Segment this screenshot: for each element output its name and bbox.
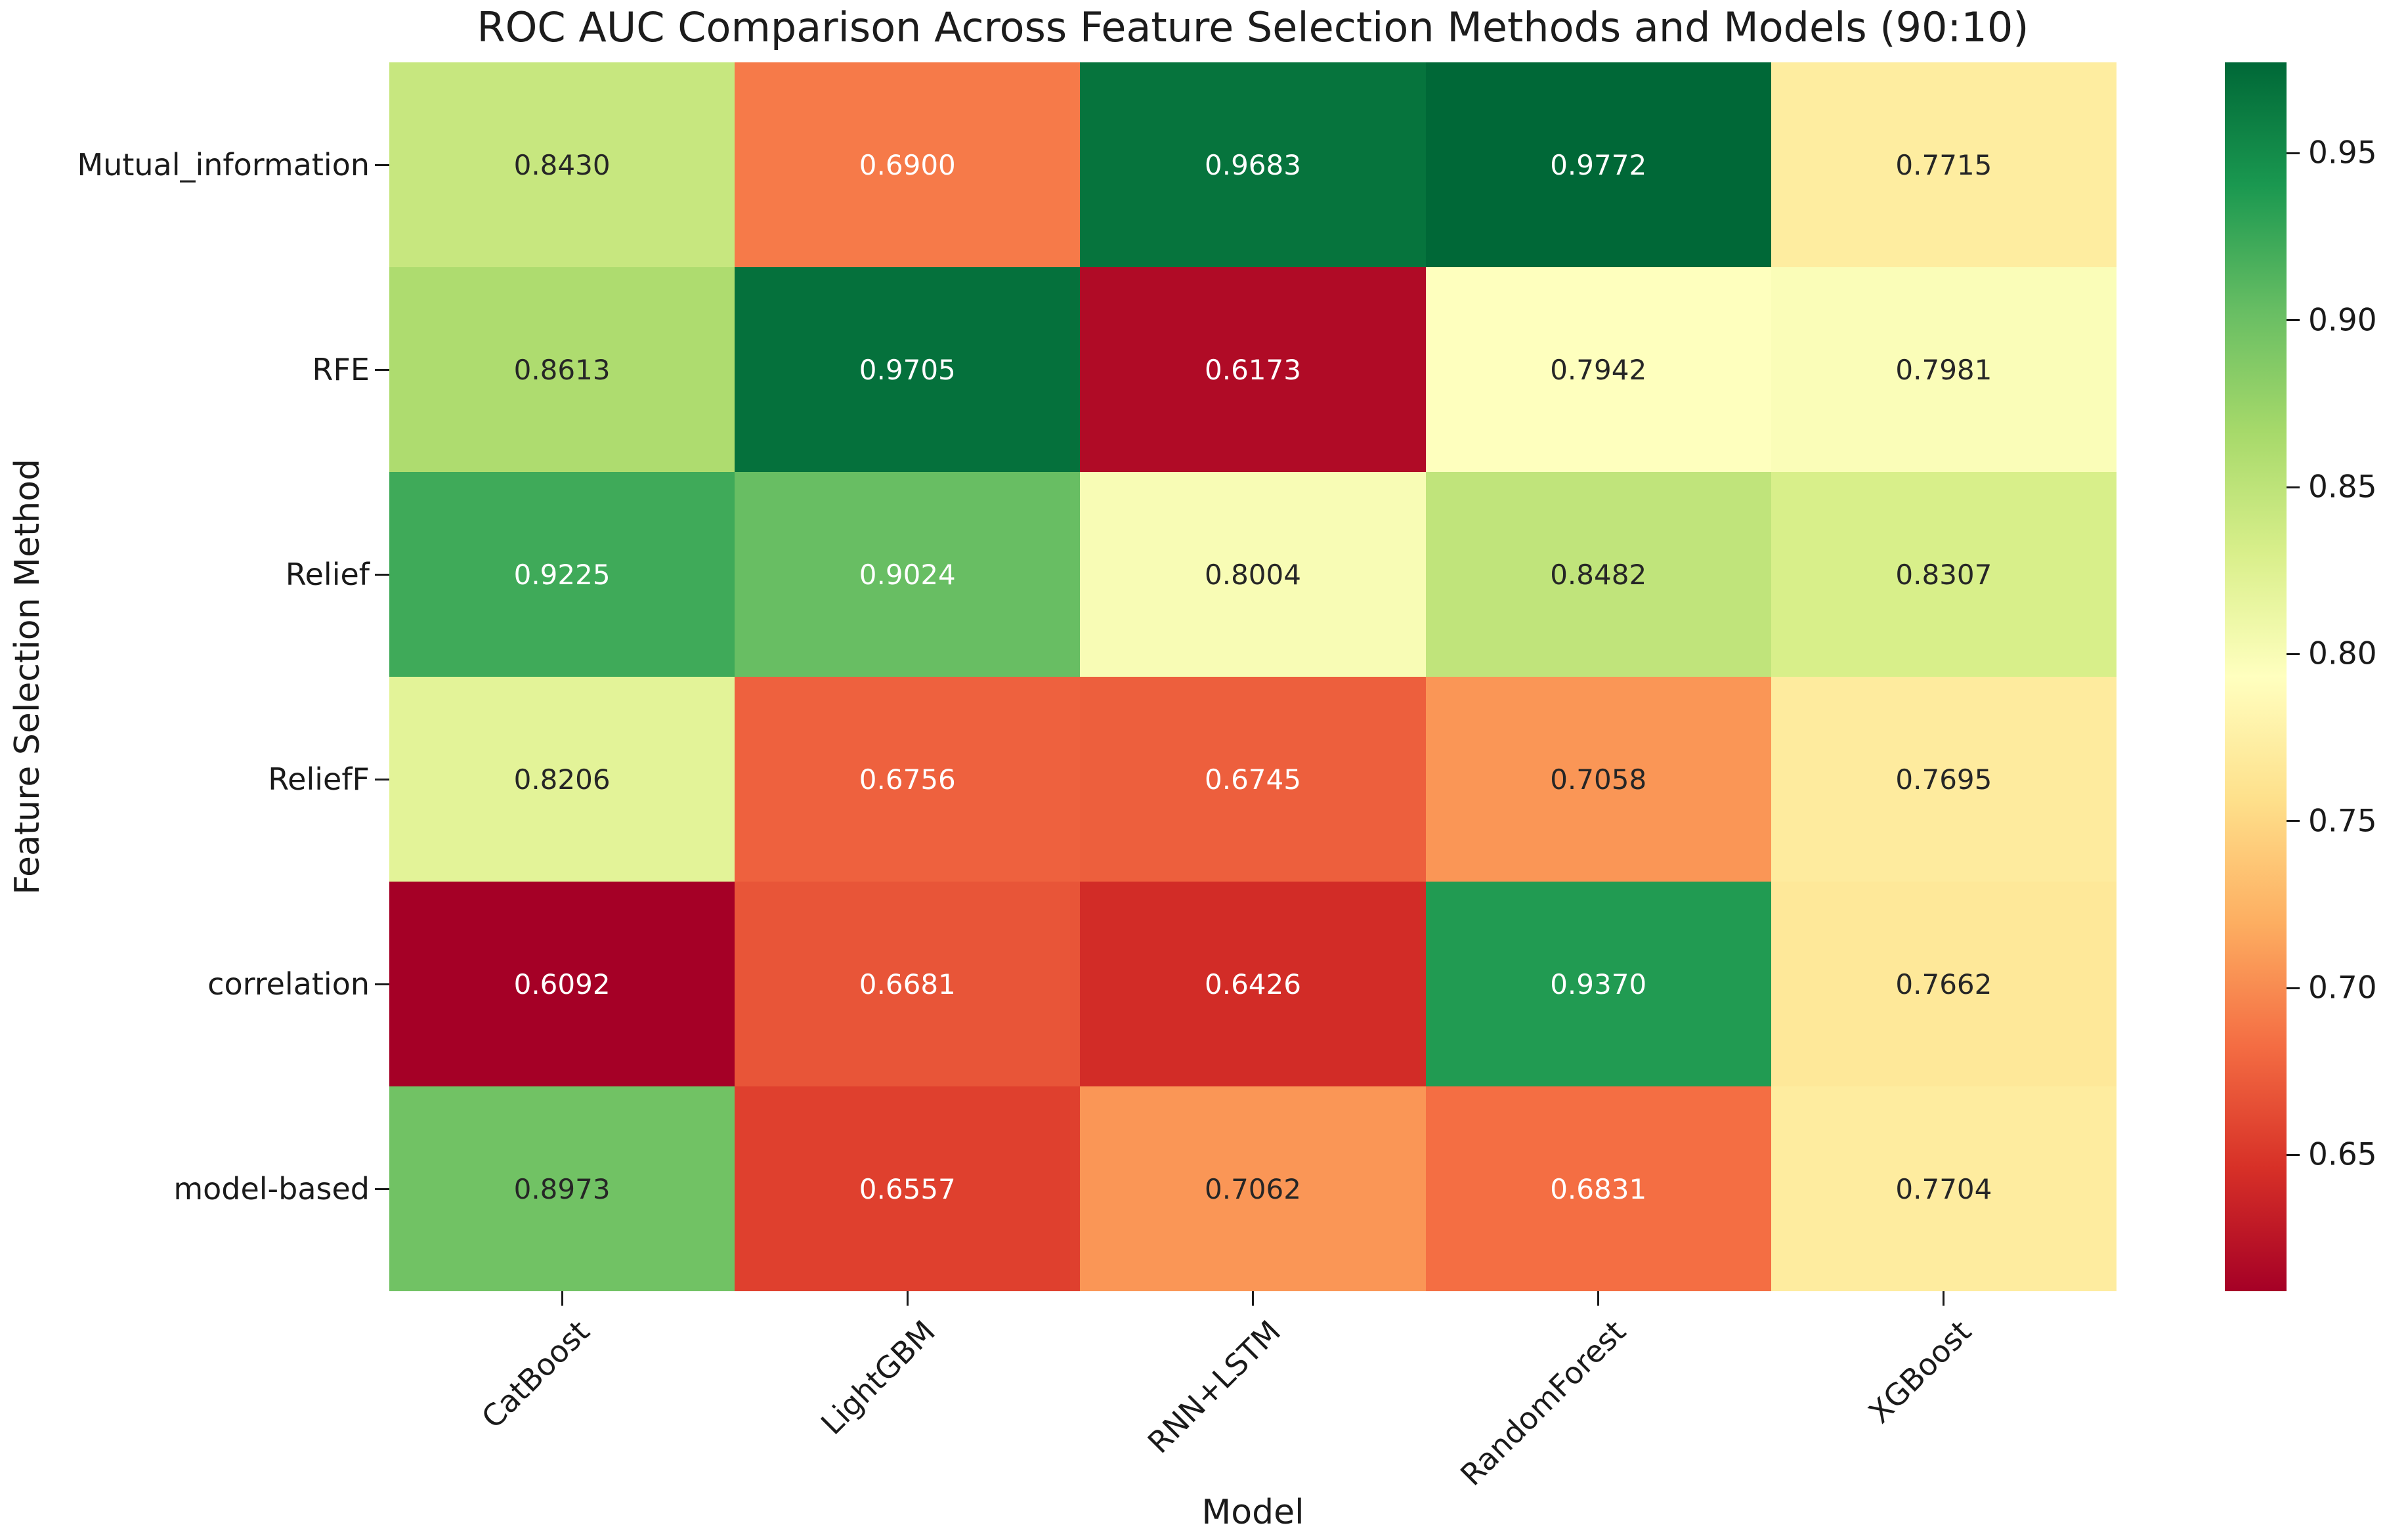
x-tick-mark	[906, 1291, 909, 1306]
heatmap-cell: 0.8613	[389, 267, 735, 472]
colorbar-tick-label: 0.90	[2308, 302, 2377, 339]
heatmap-cell: 0.9024	[735, 472, 1081, 677]
y-tick-label: RFE	[312, 352, 370, 387]
colorbar-tick-mark	[2287, 987, 2300, 989]
heatmap-cell: 0.7942	[1425, 267, 1771, 472]
heatmap-cell: 0.9772	[1425, 62, 1771, 267]
y-tick-mark	[375, 778, 389, 781]
colorbar-tick-mark	[2287, 652, 2300, 655]
colorbar-tick-label: 0.95	[2308, 135, 2377, 171]
y-tick-mark	[375, 1187, 389, 1190]
heatmap-cell: 0.6092	[389, 882, 735, 1086]
colorbar-tick-label: 0.65	[2308, 1136, 2377, 1173]
colorbar-tick-mark	[2287, 486, 2300, 488]
y-tick-label: model-based	[173, 1171, 370, 1207]
heatmap-cell: 0.9225	[389, 472, 735, 677]
heatmap-cell: 0.8482	[1425, 472, 1771, 677]
colorbar-tick-mark	[2287, 319, 2300, 322]
y-tick-label: ReliefF	[268, 761, 370, 797]
y-tick-mark	[375, 163, 389, 166]
heatmap-cell: 0.8004	[1080, 472, 1426, 677]
heatmap-cell: 0.7062	[1080, 1086, 1426, 1291]
x-tick-mark	[1252, 1291, 1254, 1306]
y-tick-mark	[375, 368, 389, 371]
heatmap-cell: 0.6831	[1425, 1086, 1771, 1291]
heatmap-cell: 0.7695	[1771, 677, 2116, 882]
colorbar-tick-label: 0.75	[2308, 803, 2377, 840]
x-tick-label: RandomForest	[1453, 1314, 1633, 1493]
heatmap-cell: 0.9705	[735, 267, 1081, 472]
heatmap-cell: 0.6756	[735, 677, 1081, 882]
colorbar-tick-label: 0.80	[2308, 635, 2377, 672]
y-tick-label: Mutual_information	[77, 147, 370, 182]
colorbar-tick-mark	[2287, 152, 2300, 154]
heatmap-cell: 0.6426	[1080, 882, 1426, 1086]
heatmap-cell: 0.6173	[1080, 267, 1426, 472]
colorbar-tick-label: 0.85	[2308, 469, 2377, 505]
x-tick-label: RNN+LSTM	[1140, 1314, 1287, 1461]
colorbar-tick-mark	[2287, 1153, 2300, 1156]
heatmap-cell: 0.9370	[1425, 882, 1771, 1086]
heatmap-cell: 0.7058	[1425, 677, 1771, 882]
colorbar	[2225, 62, 2287, 1291]
colorbar-tick-mark	[2287, 820, 2300, 823]
heatmap-cell: 0.7715	[1771, 62, 2116, 267]
heatmap-cell: 0.8973	[389, 1086, 735, 1291]
x-tick-mark	[1597, 1291, 1600, 1306]
heatmap-cell: 0.9683	[1080, 62, 1426, 267]
y-tick-mark	[375, 983, 389, 985]
heatmap-cell: 0.8307	[1771, 472, 2116, 677]
x-axis-label: Model	[1201, 1493, 1304, 1532]
x-tick-label: XGBoost	[1861, 1314, 1979, 1430]
x-tick-label: LightGBM	[813, 1314, 942, 1442]
y-tick-label: Relief	[285, 557, 370, 592]
x-tick-mark	[1943, 1291, 1945, 1306]
x-tick-mark	[561, 1291, 563, 1306]
y-tick-mark	[375, 573, 389, 576]
heatmap-cell: 0.6745	[1080, 677, 1426, 882]
y-tick-label: correlation	[207, 966, 370, 1002]
y-axis-label: Feature Selection Method	[8, 458, 47, 895]
colorbar-tick-label: 0.70	[2308, 970, 2377, 1006]
heatmap-grid: 0.8430 0.6900 0.9683 0.9772 0.7715 0.8613 0.97…	[389, 62, 2116, 1291]
heatmap-cell: 0.8430	[389, 62, 735, 267]
heatmap-cell: 0.7662	[1771, 882, 2116, 1086]
x-tick-label: CatBoost	[474, 1314, 597, 1436]
heatmap-cell: 0.6900	[735, 62, 1081, 267]
heatmap-cell: 0.7981	[1771, 267, 2116, 472]
heatmap-cell: 0.8206	[389, 677, 735, 882]
heatmap-cell: 0.6681	[735, 882, 1081, 1086]
heatmap-cell: 0.7704	[1771, 1086, 2116, 1291]
heatmap-cell: 0.6557	[735, 1086, 1081, 1291]
chart-title: ROC AUC Comparison Across Feature Select…	[477, 3, 2029, 51]
